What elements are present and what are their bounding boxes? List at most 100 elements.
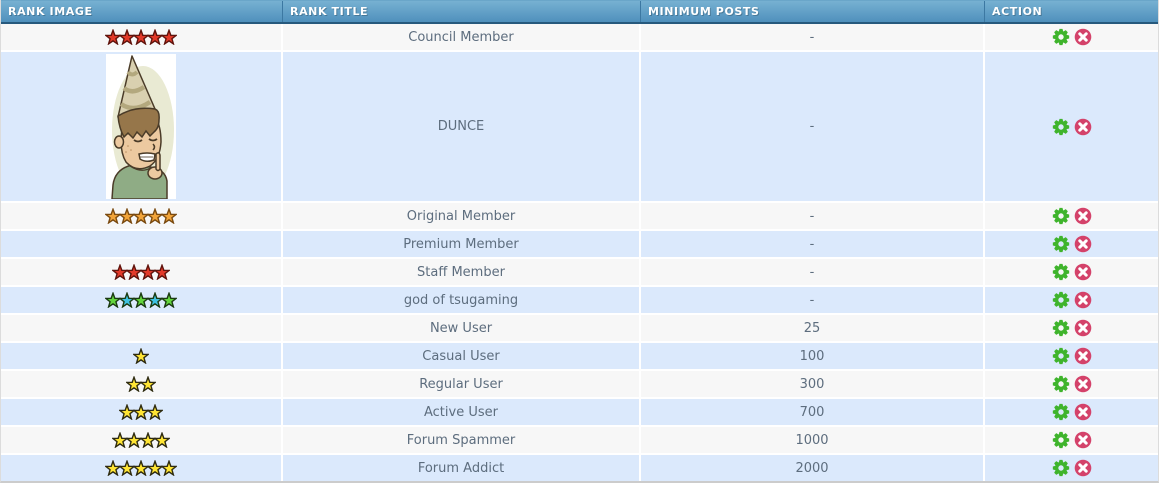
rank-title: Forum Spammer [283,427,641,453]
gear-icon [1052,403,1069,421]
rank-title: DUNCE [283,52,641,201]
minimum-posts: - [641,259,985,285]
table-body: Council Member - DUNCE - Original Member - Pr… [1,24,1158,481]
edit-rank-button[interactable] [1052,291,1070,309]
minimum-posts: - [641,231,985,257]
edit-rank-button[interactable] [1052,319,1070,337]
rank-stars [133,348,149,364]
star-icon [126,432,142,448]
edit-rank-button[interactable] [1052,431,1070,449]
rank-image-cell [1,52,283,201]
rank-image-cell [1,259,283,285]
edit-rank-button[interactable] [1052,403,1070,421]
edit-rank-button[interactable] [1052,375,1070,393]
delete-rank-button[interactable] [1074,118,1092,136]
edit-rank-button[interactable] [1052,347,1070,365]
minimum-posts: 700 [641,399,985,425]
star-icon [126,264,142,280]
delete-x-icon [1074,235,1091,253]
delete-rank-button[interactable] [1074,375,1092,393]
rank-image-cell [1,315,283,341]
edit-rank-button[interactable] [1052,459,1070,477]
action-cell [985,231,1158,257]
rank-image-cell [1,455,283,481]
minimum-posts: 1000 [641,427,985,453]
delete-x-icon [1074,375,1091,393]
action-cell [985,371,1158,397]
rank-stars [105,29,177,45]
delete-x-icon [1074,459,1091,477]
rank-image-cell [1,287,283,313]
star-icon [161,29,177,45]
rank-row: Casual User 100 [1,343,1158,371]
delete-rank-button[interactable] [1074,403,1092,421]
edit-rank-button[interactable] [1052,235,1070,253]
star-icon [119,292,135,308]
edit-rank-button[interactable] [1052,28,1070,46]
star-icon [105,29,121,45]
rank-stars [112,264,170,280]
rank-title: Active User [283,399,641,425]
delete-rank-button[interactable] [1074,235,1092,253]
star-icon [119,29,135,45]
delete-rank-button[interactable] [1074,263,1092,281]
rank-title: Forum Addict [283,455,641,481]
rank-image-cell [1,203,283,229]
star-icon [140,376,156,392]
delete-rank-button[interactable] [1074,431,1092,449]
star-icon [154,264,170,280]
rank-stars [112,432,170,448]
star-icon [161,460,177,476]
rank-row: Premium Member - [1,231,1158,259]
gear-icon [1052,263,1069,281]
gear-icon [1052,235,1069,253]
column-header-rank-image: RANK IMAGE [1,1,283,22]
star-icon [161,292,177,308]
action-cell [985,52,1158,201]
action-cell [985,287,1158,313]
rank-title: Premium Member [283,231,641,257]
edit-rank-button[interactable] [1052,207,1070,225]
column-header-minimum-posts: MINIMUM POSTS [641,1,985,22]
rank-stars [119,404,163,420]
rank-row: Forum Addict 2000 [1,455,1158,481]
edit-rank-button[interactable] [1052,263,1070,281]
gear-icon [1052,291,1069,309]
gear-icon [1052,431,1069,449]
star-icon [119,404,135,420]
star-icon [147,292,163,308]
gear-icon [1052,375,1069,393]
rank-row: Active User 700 [1,399,1158,427]
minimum-posts: - [641,52,985,201]
edit-rank-button[interactable] [1052,118,1070,136]
delete-rank-button[interactable] [1074,347,1092,365]
star-icon [133,292,149,308]
delete-x-icon [1074,263,1091,281]
delete-rank-button[interactable] [1074,207,1092,225]
rank-image-cell [1,231,283,257]
gear-icon [1052,118,1069,135]
star-icon [140,432,156,448]
action-cell [985,315,1158,341]
gear-icon [1052,28,1069,46]
rank-row: Original Member - [1,203,1158,231]
delete-x-icon [1074,291,1091,309]
delete-x-icon [1074,431,1091,449]
star-icon [147,29,163,45]
minimum-posts: 100 [641,343,985,369]
minimum-posts: - [641,287,985,313]
star-icon [133,404,149,420]
rank-title: New User [283,315,641,341]
delete-rank-button[interactable] [1074,291,1092,309]
delete-rank-button[interactable] [1074,28,1092,46]
rank-image-cell [1,399,283,425]
delete-rank-button[interactable] [1074,319,1092,337]
star-icon [105,208,121,224]
rank-title: Regular User [283,371,641,397]
rank-image-cell [1,371,283,397]
rank-row: Forum Spammer 1000 [1,427,1158,455]
rank-stars [105,208,177,224]
table-header: RANK IMAGE RANK TITLE MINIMUM POSTS ACTI… [1,0,1158,24]
delete-rank-button[interactable] [1074,459,1092,477]
rank-stars [105,460,177,476]
